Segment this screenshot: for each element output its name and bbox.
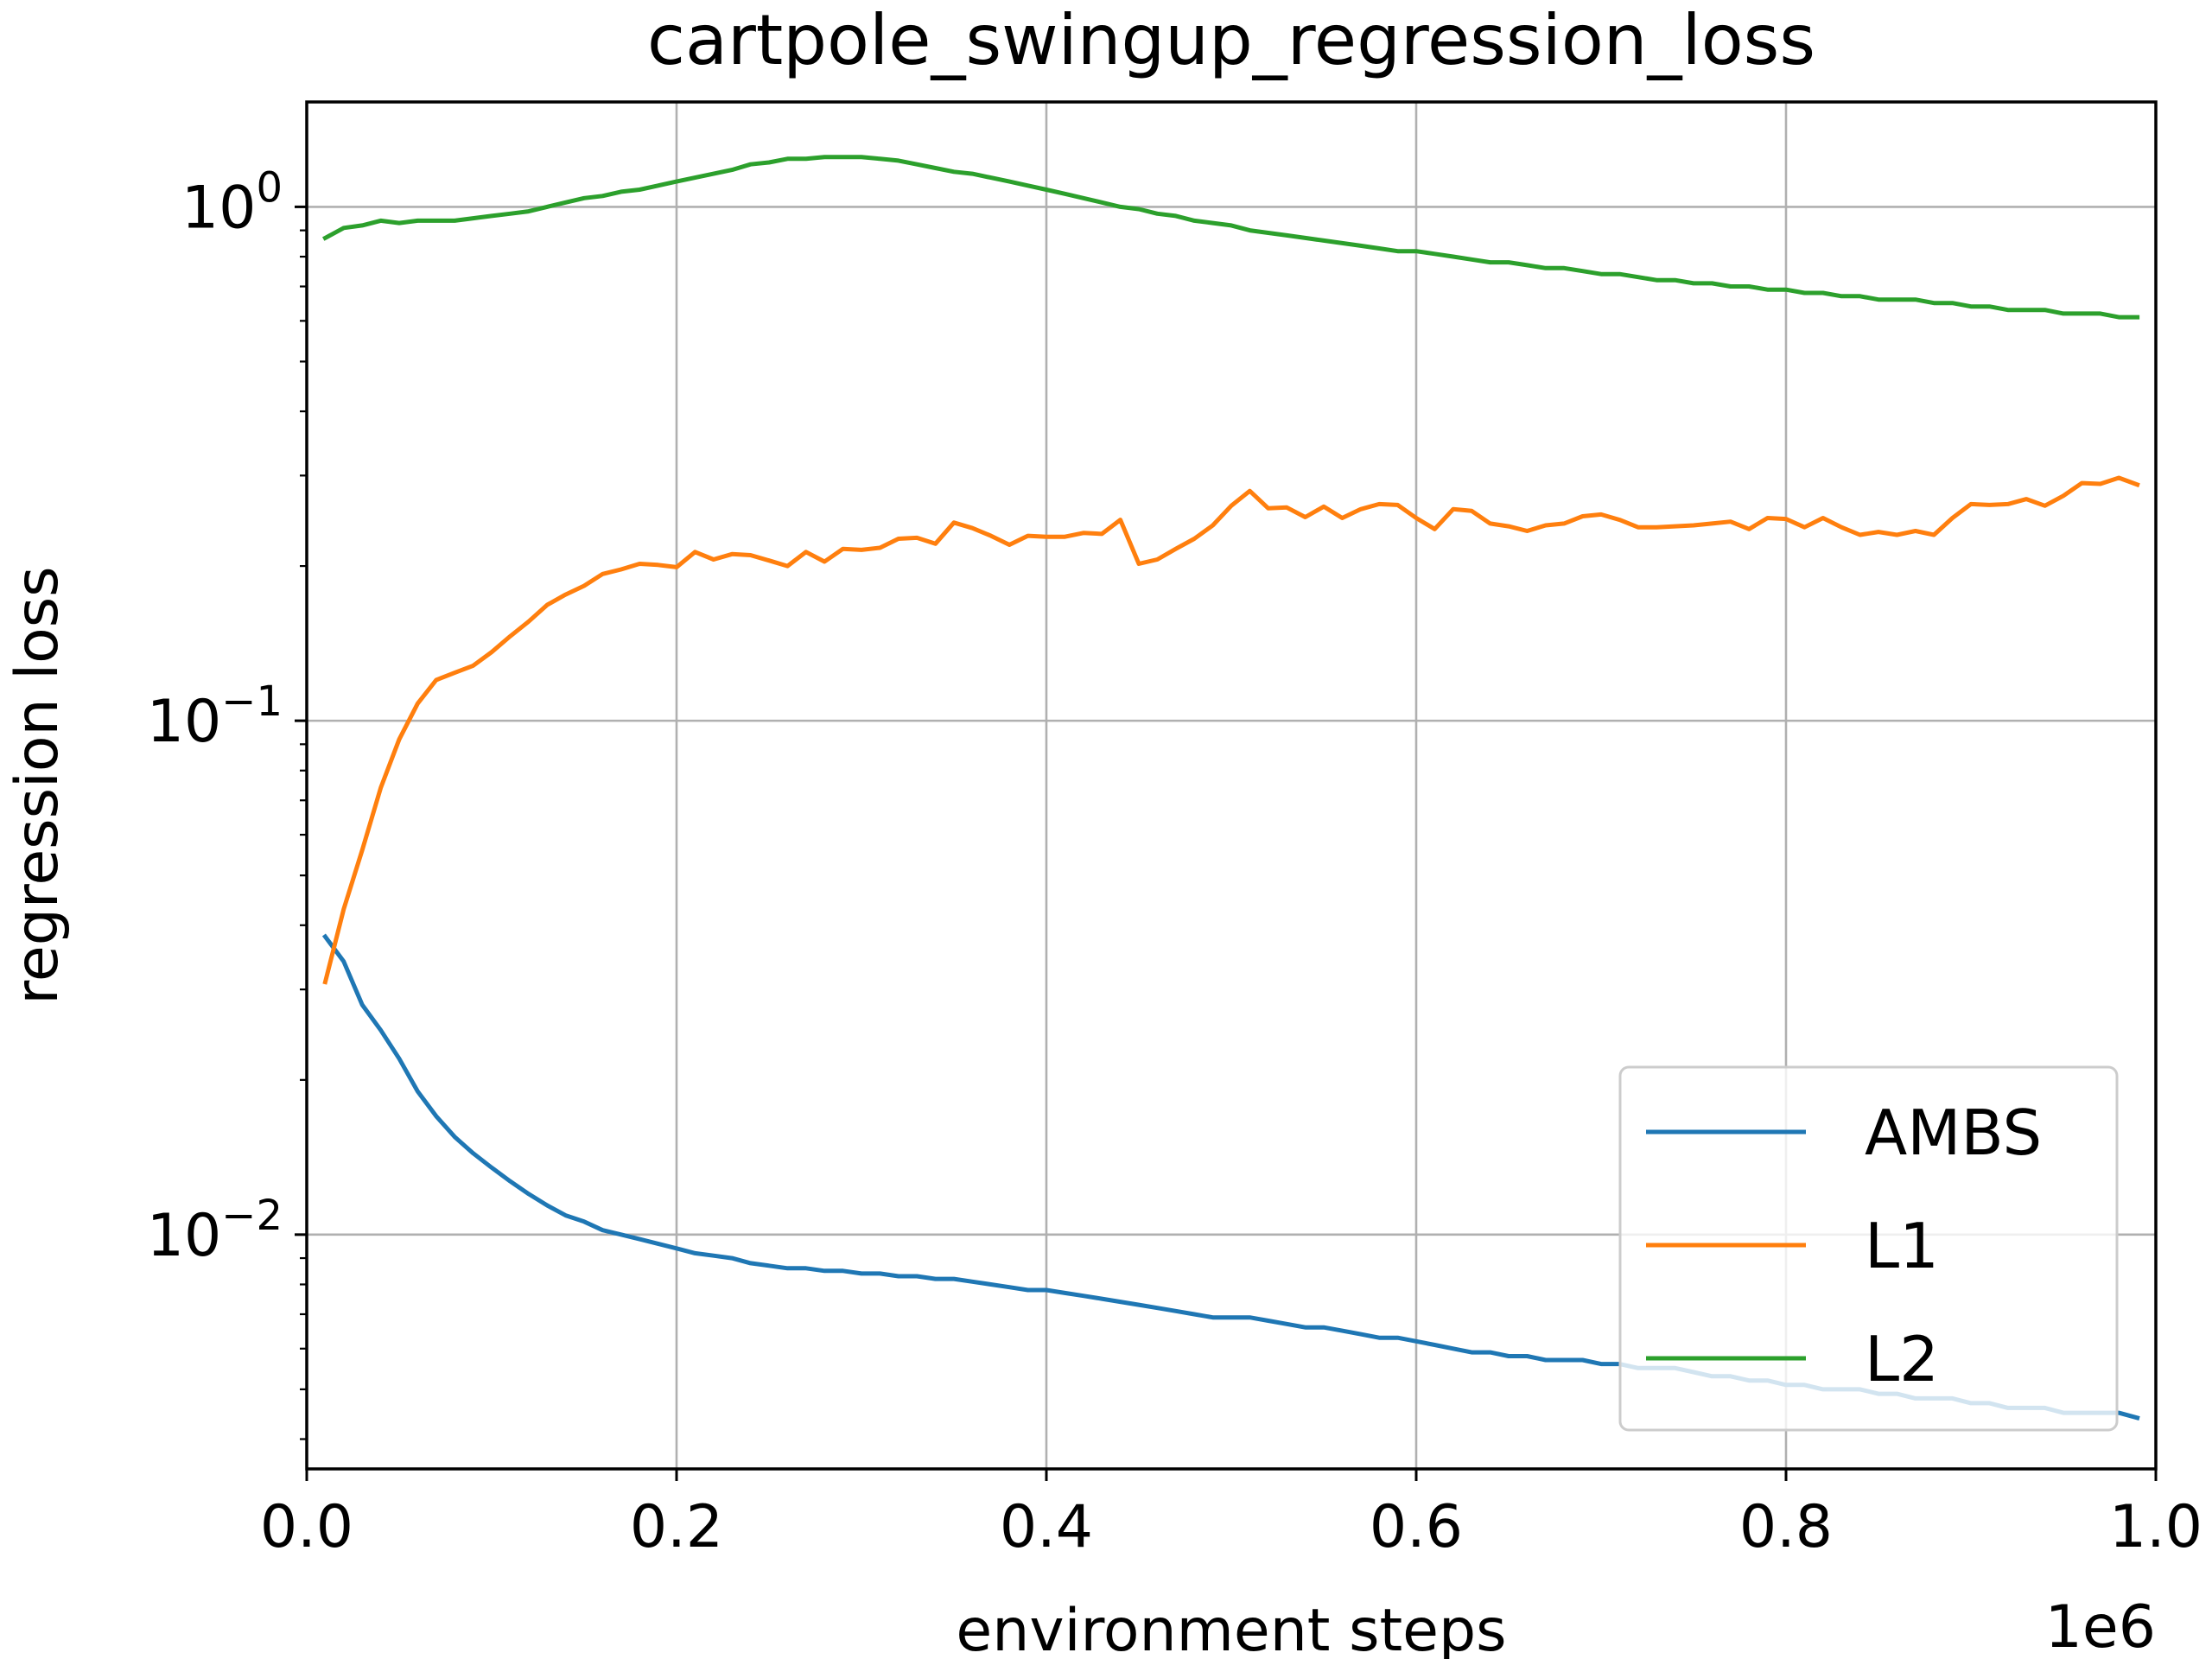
x-axis: 0.0 0.2 0.4 0.6 0.8 1.0 [260,1469,2202,1561]
legend-label-l2: L2 [1865,1323,1939,1395]
legend-label-l1: L1 [1865,1210,1939,1282]
chart-title: cartpole_swingup_regression_loss [647,0,1815,80]
series-line-l1 [322,475,2140,985]
y-tick-exponent: 0 [256,163,283,212]
y-tick-base: 10 [147,688,222,756]
y-tick-base: 10 [181,174,257,242]
x-tick-label: 0.0 [260,1493,353,1561]
x-tick-label: 0.4 [1000,1493,1093,1561]
y-tick-label: 100 [181,163,283,242]
legend: AMBS L1 L2 [1618,1065,2119,1432]
x-tick-label: 0.8 [1739,1493,1833,1561]
series-line-l2 [322,155,2140,320]
x-axis-label: environment steps [956,1597,1506,1659]
y-axis-label: regression loss [3,566,72,1004]
axes-frame [305,100,2158,1471]
y-tick-label: 10−1 [147,677,283,756]
legend-label-ambs: AMBS [1865,1096,2042,1169]
y-tick-label: 10−2 [147,1192,283,1270]
y-tick-exponent: −2 [221,1192,283,1240]
y-tick-base: 10 [147,1202,222,1270]
x-axis-offset-text: 1e6 [2045,1593,2156,1659]
y-tick-exponent: −1 [221,677,283,726]
legend-box [1618,1065,2119,1432]
x-tick-label: 0.2 [630,1493,723,1561]
x-tick-label: 0.6 [1370,1493,1463,1561]
x-tick-label: 1.0 [2109,1493,2202,1561]
